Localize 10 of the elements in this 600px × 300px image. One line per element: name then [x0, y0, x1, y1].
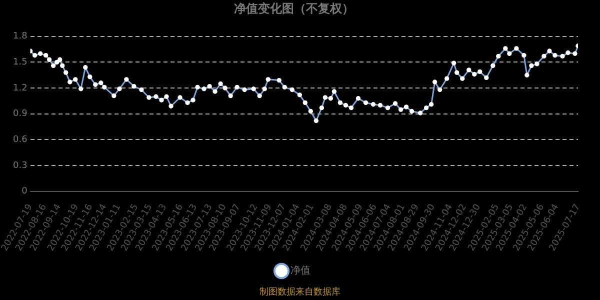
y-tick-label: 1.8	[12, 32, 28, 42]
y-tick-label: 0	[22, 186, 28, 197]
y-tick-label: 0.3	[12, 160, 28, 171]
chart-title: 净值变化图（不复权）	[234, 1, 354, 16]
text: 制图数据来自数据库	[260, 286, 340, 298]
y-tick-label: 1.5	[12, 58, 28, 68]
legend-label: 净值	[290, 264, 310, 277]
y-tick-label: 1.2	[12, 83, 28, 94]
y-tick-label: 0.6	[12, 135, 28, 146]
y-tick-label: 0.9	[12, 109, 28, 120]
